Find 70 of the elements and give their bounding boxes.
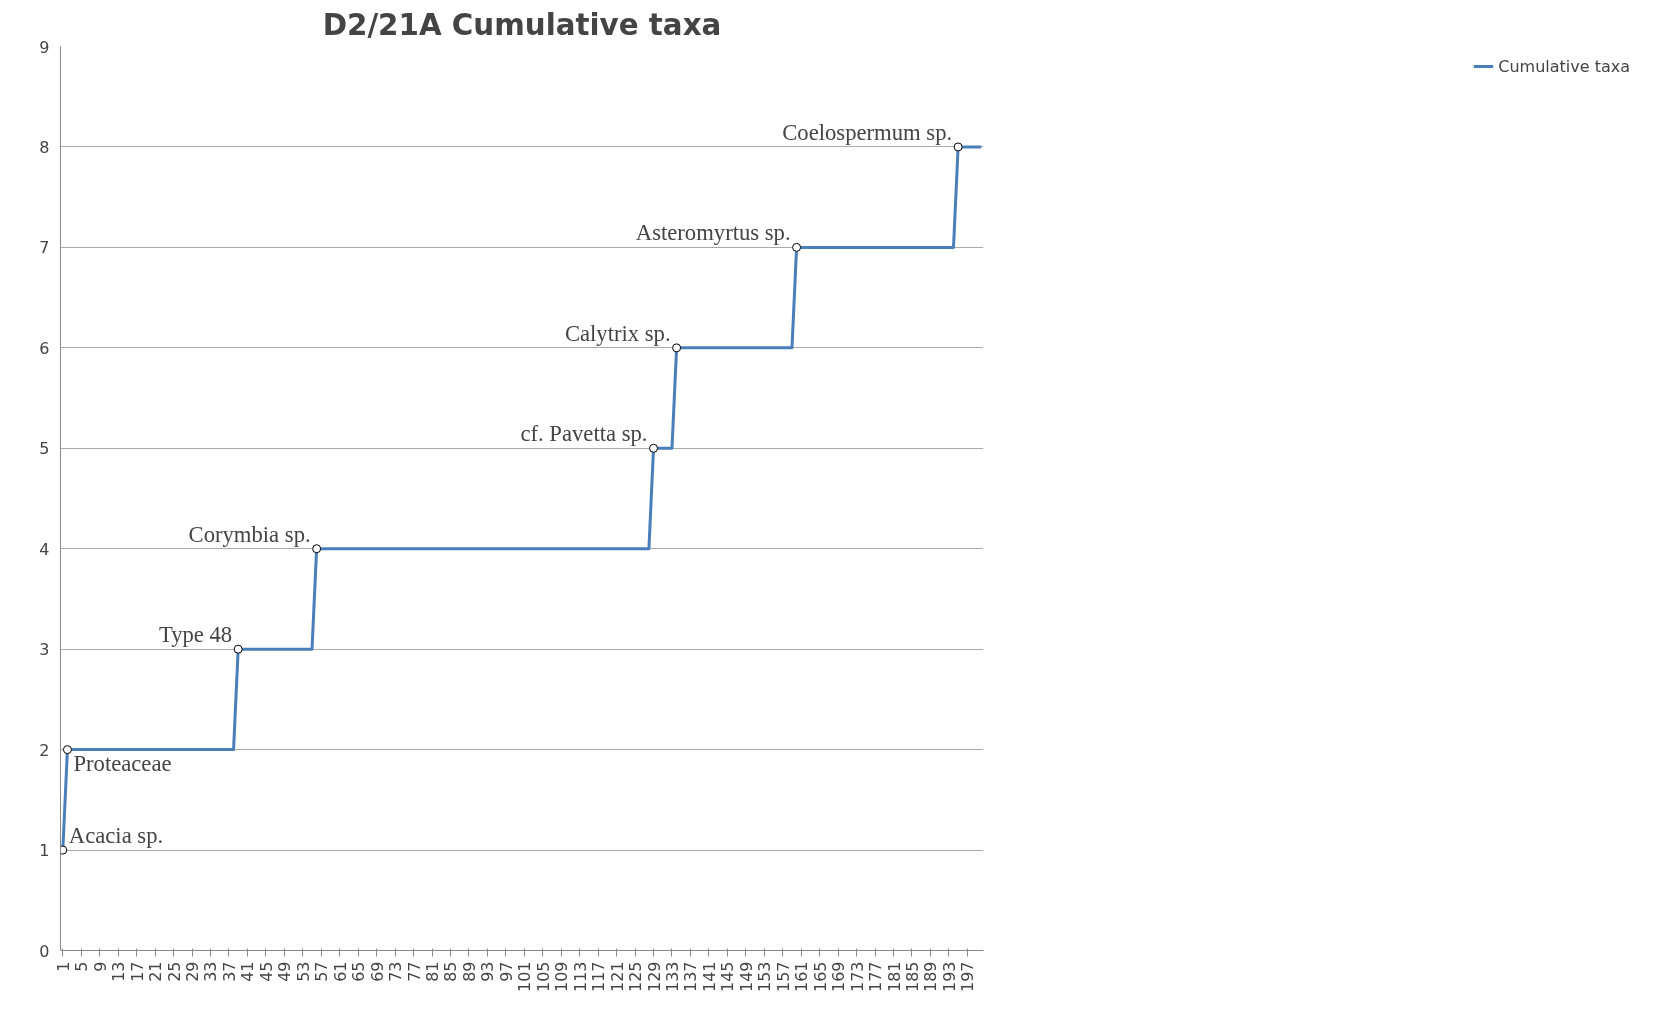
x-tick-label: 37 (219, 961, 239, 982)
x-tick-label: 69 (367, 961, 387, 982)
annotation: Acacia sp. (68, 823, 164, 849)
x-tick-label: 101 (515, 961, 535, 993)
x-tick-label: 185 (902, 961, 922, 993)
x-tick-label: 5 (72, 961, 92, 972)
chart-title: D2/21A Cumulative taxa (322, 7, 722, 42)
annotation: Asteromyrtus sp. (635, 220, 791, 246)
x-tick-label: 145 (718, 961, 738, 993)
annotation: cf. Pavetta sp. (520, 421, 648, 447)
x-tick-label: 197 (958, 961, 978, 993)
x-tick-label: 109 (552, 961, 572, 993)
y-tick-label: 7 (39, 238, 50, 258)
x-tick-label: 133 (662, 961, 682, 993)
x-tick-label: 49 (275, 961, 295, 982)
y-tick-label: 4 (39, 539, 50, 559)
annotation: Corymbia sp. (188, 521, 311, 547)
x-tick-label: 173 (847, 961, 867, 993)
y-tick-label: 6 (39, 338, 50, 358)
x-tick-label: 41 (238, 961, 258, 982)
x-tick-label: 53 (293, 961, 313, 982)
x-tick-label: 65 (349, 961, 369, 982)
x-tick-label: 93 (478, 961, 498, 982)
x-tick-label: 193 (939, 961, 959, 993)
y-tick-label: 0 (39, 941, 50, 961)
x-tick-label: 97 (496, 961, 516, 982)
x-tick-label: 81 (423, 961, 443, 982)
x-tick-label: 117 (589, 961, 609, 993)
x-tick-label: 73 (386, 961, 406, 982)
x-tick-label: 113 (570, 961, 590, 993)
x-tick-label: 189 (921, 961, 941, 993)
annotation: Calytrix sp. (564, 320, 671, 346)
x-tick-label: 121 (607, 961, 627, 993)
x-tick-label: 9 (90, 961, 110, 972)
x-tick-label: 149 (736, 961, 756, 993)
x-tick-label: 157 (773, 961, 793, 993)
x-tick-label: 165 (810, 961, 830, 993)
x-tick-label: 125 (626, 961, 646, 993)
x-tick-label: 17 (127, 961, 147, 982)
x-tick-label: 1 (53, 961, 73, 972)
x-tick-label: 25 (164, 961, 184, 982)
y-tick-label: 1 (39, 841, 50, 861)
y-tick-label: 9 (39, 37, 50, 57)
x-tick-label: 169 (829, 961, 849, 993)
x-tick-label: 137 (681, 961, 701, 993)
y-tick-label: 5 (39, 439, 50, 459)
x-tick-label: 13 (109, 961, 129, 982)
x-tick-label: 89 (459, 961, 479, 982)
annotation: Coelospermum sp. (782, 119, 953, 145)
x-tick-label: 61 (330, 961, 350, 982)
x-tick-label: 29 (183, 961, 203, 982)
x-tick-label: 21 (146, 961, 166, 982)
y-tick-label: 3 (39, 640, 50, 660)
x-tick-label: 177 (866, 961, 886, 993)
x-tick-label: 141 (699, 961, 719, 993)
x-tick-label: 181 (884, 961, 904, 993)
annotation: Proteaceae (73, 750, 172, 776)
annotation: Type 48 (158, 622, 233, 648)
x-tick-label: 85 (441, 961, 461, 982)
y-tick-label: 8 (39, 137, 50, 157)
x-tick-label: 77 (404, 961, 424, 982)
x-tick-label: 129 (644, 961, 664, 993)
y-tick-label: 2 (39, 740, 50, 760)
x-tick-label: 33 (201, 961, 221, 982)
x-tick-label: 105 (533, 961, 553, 993)
x-tick-label: 45 (256, 961, 276, 982)
x-tick-label: 57 (312, 961, 332, 982)
x-tick-label: 153 (755, 961, 775, 993)
legend-label: Cumulative taxa (1498, 56, 1630, 76)
x-tick-label: 161 (792, 961, 812, 993)
